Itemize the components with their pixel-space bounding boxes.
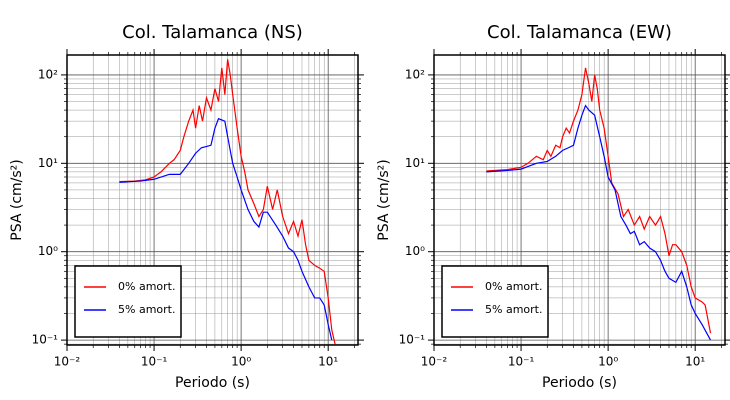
legend-box [74, 265, 182, 338]
legend-label: 0% amort. [485, 280, 542, 293]
panel: Col. Talamanca (EW) 10⁻² 10⁻¹ 10⁰ 10¹ 10⁻¹ 10⁰… [376, 22, 730, 391]
plot-frame [433, 54, 726, 346]
plot-frame [66, 54, 359, 346]
chart-title: Col. Talamanca (NS) [122, 22, 303, 43]
y-tick-label: 10⁰ [38, 244, 58, 258]
x-tick-label: 10¹ [685, 355, 705, 369]
y-tick-label: 10⁰ [405, 244, 425, 258]
series-line [119, 117, 333, 341]
y-tick-label: 10⁻¹ [32, 333, 59, 347]
x-tick-label: 10⁻¹ [141, 355, 168, 369]
y-axis-label: PSA (cm/s²) [376, 159, 392, 241]
series-line [119, 59, 336, 345]
x-tick-label: 10⁻¹ [508, 355, 535, 369]
y-tick-label: 10⁻¹ [399, 333, 426, 347]
y-tick-label: 10¹ [38, 156, 58, 170]
y-tick-label: 10² [38, 67, 58, 81]
y-tick-label: 10¹ [405, 156, 425, 170]
y-axis-label: PSA (cm/s²) [9, 159, 25, 241]
y-tick-label: 10² [405, 67, 425, 81]
series-line [486, 67, 712, 334]
x-axis-label: Periodo (s) [175, 375, 250, 391]
x-tick-label: 10⁻² [421, 355, 448, 369]
panel: Col. Talamanca (NS) 10⁻² 10⁻¹ 10⁰ 10¹ 10⁻¹ 10⁰… [9, 22, 364, 391]
x-tick-label: 10⁰ [231, 355, 251, 369]
legend-box [441, 265, 549, 338]
chart-title: Col. Talamanca (EW) [487, 22, 672, 43]
legend-label: 0% amort. [118, 280, 175, 293]
x-axis-label: Periodo (s) [542, 375, 617, 391]
legend-label: 5% amort. [118, 303, 175, 316]
series-line [486, 104, 712, 341]
x-tick-label: 10⁻² [54, 355, 81, 369]
x-tick-label: 10¹ [318, 355, 338, 369]
legend-label: 5% amort. [485, 303, 542, 316]
x-tick-label: 10⁰ [598, 355, 618, 369]
